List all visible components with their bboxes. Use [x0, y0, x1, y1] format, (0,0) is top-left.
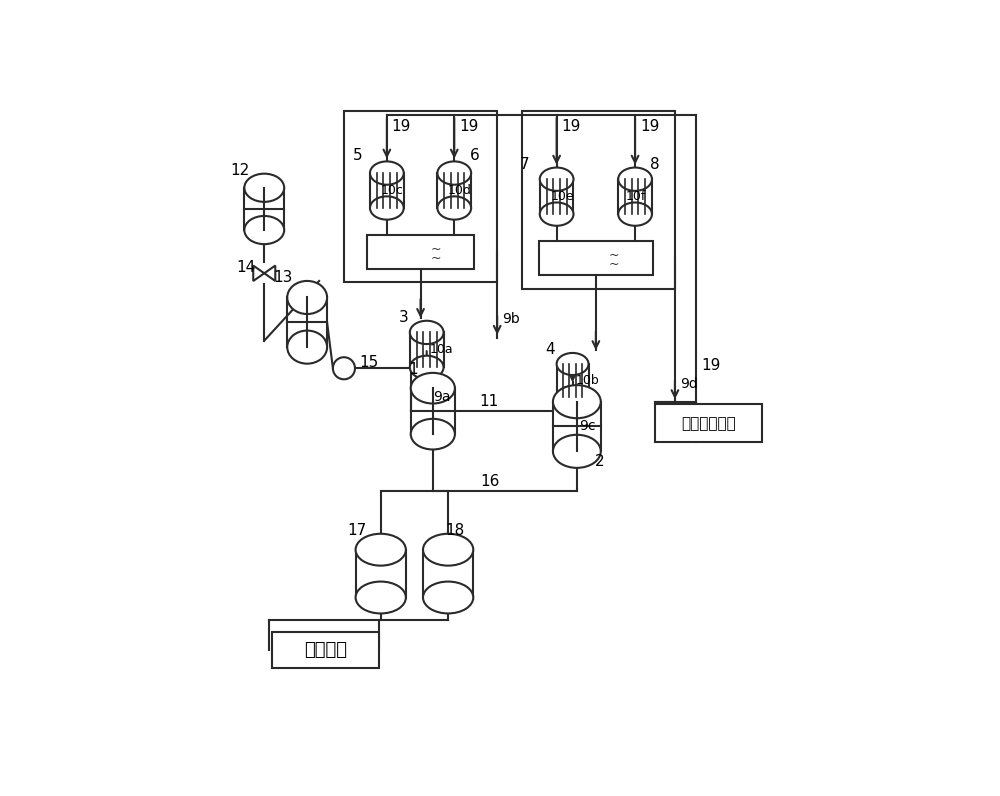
Ellipse shape: [244, 174, 284, 202]
Bar: [553, 402, 601, 451]
Ellipse shape: [411, 419, 455, 450]
Text: 9c: 9c: [579, 419, 595, 434]
Text: 19: 19: [701, 357, 721, 373]
Ellipse shape: [287, 281, 327, 314]
Ellipse shape: [557, 386, 589, 408]
Text: 19: 19: [392, 119, 411, 134]
Bar: [423, 550, 473, 598]
Bar: [522, 111, 675, 289]
Bar: [244, 188, 284, 230]
Bar: [411, 388, 455, 434]
Bar: [356, 550, 406, 598]
Ellipse shape: [618, 202, 652, 226]
Text: 4: 4: [545, 342, 555, 357]
Text: 6: 6: [470, 148, 479, 162]
Bar: [410, 333, 444, 367]
Text: 19: 19: [640, 119, 659, 134]
Text: 纯化系统: 纯化系统: [304, 642, 347, 659]
Ellipse shape: [540, 167, 573, 191]
Ellipse shape: [557, 353, 589, 375]
Text: 3: 3: [399, 310, 409, 326]
Text: 10b: 10b: [576, 374, 599, 387]
Text: ~: ~: [609, 258, 619, 271]
Bar: [539, 241, 653, 275]
Bar: [370, 173, 404, 208]
Text: 10c: 10c: [381, 184, 404, 197]
Text: 18: 18: [445, 523, 464, 538]
Text: 9d: 9d: [680, 377, 698, 391]
Ellipse shape: [244, 216, 284, 244]
Text: 9a: 9a: [433, 390, 450, 404]
Text: 10f: 10f: [626, 190, 646, 203]
Text: 12: 12: [231, 163, 250, 178]
Ellipse shape: [356, 582, 406, 614]
Bar: [272, 633, 379, 668]
Text: 19: 19: [459, 119, 479, 134]
Bar: [287, 298, 327, 347]
Ellipse shape: [437, 162, 471, 185]
Text: 8: 8: [650, 157, 660, 172]
Text: 13: 13: [273, 271, 293, 285]
Ellipse shape: [356, 534, 406, 566]
Ellipse shape: [540, 202, 573, 226]
Text: 10a: 10a: [430, 343, 453, 357]
Text: 1: 1: [408, 362, 418, 377]
Bar: [540, 179, 573, 214]
Bar: [618, 179, 652, 214]
Text: 19: 19: [562, 119, 581, 134]
Text: ~: ~: [609, 249, 619, 262]
Bar: [344, 111, 497, 283]
Text: 14: 14: [237, 259, 256, 275]
Text: 10d: 10d: [448, 184, 472, 197]
Text: 7: 7: [520, 157, 529, 172]
Ellipse shape: [618, 167, 652, 191]
Ellipse shape: [370, 197, 404, 220]
Ellipse shape: [423, 534, 473, 566]
Text: 5: 5: [353, 148, 363, 162]
Ellipse shape: [437, 197, 471, 220]
Text: ~: ~: [431, 243, 441, 256]
Text: 10e: 10e: [551, 190, 574, 203]
Text: 9b: 9b: [502, 312, 520, 326]
Ellipse shape: [553, 435, 601, 468]
Bar: [557, 364, 589, 397]
Bar: [655, 404, 762, 443]
Ellipse shape: [411, 373, 455, 404]
Text: 16: 16: [480, 474, 500, 490]
Ellipse shape: [370, 162, 404, 185]
Text: 15: 15: [359, 355, 379, 369]
Ellipse shape: [423, 582, 473, 614]
Ellipse shape: [553, 385, 601, 418]
Text: 11: 11: [479, 395, 499, 409]
Ellipse shape: [410, 321, 444, 344]
Text: 尾气处理系统: 尾气处理系统: [681, 416, 736, 431]
Ellipse shape: [287, 330, 327, 364]
Bar: [367, 235, 474, 269]
Ellipse shape: [410, 356, 444, 379]
Text: 2: 2: [595, 455, 605, 469]
Text: ~: ~: [431, 252, 441, 264]
Bar: [437, 173, 471, 208]
Text: 17: 17: [347, 523, 366, 538]
